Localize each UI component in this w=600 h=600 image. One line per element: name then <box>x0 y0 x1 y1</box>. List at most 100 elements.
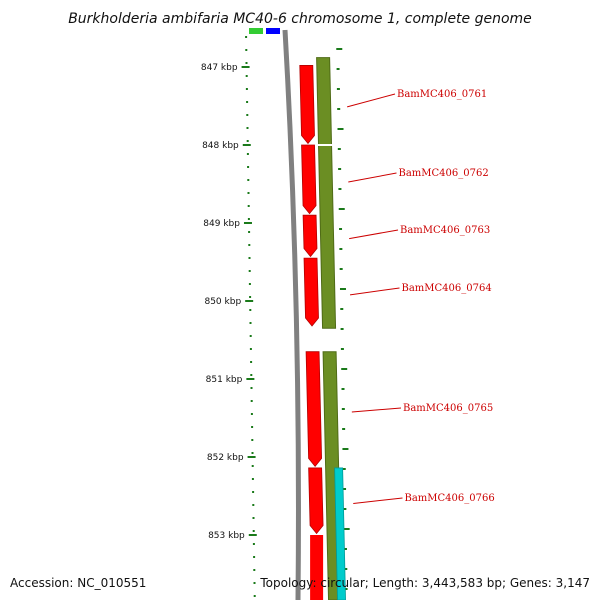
outer-tick <box>338 208 345 210</box>
scale-dot <box>253 569 256 571</box>
scale-dotted-line <box>245 36 256 597</box>
gene-leader-line <box>351 407 402 413</box>
cyan-feature <box>334 467 346 600</box>
outer-tick <box>344 568 348 570</box>
blue-feature <box>266 28 280 34</box>
outer-tick <box>337 108 341 110</box>
scale-dot <box>251 478 254 480</box>
outer-tick <box>336 88 340 90</box>
outer-tick <box>343 508 347 510</box>
scale-dot <box>251 426 254 428</box>
scale-dot <box>247 179 250 181</box>
scale-dot <box>245 62 248 64</box>
map-title: Burkholderia ambifaria MC40-6 chromosome… <box>68 11 532 27</box>
outer-tick <box>341 408 345 410</box>
gene-labels: BamMC406_0761 BamMC406_0762 BamMC406_0763 B… <box>347 89 495 505</box>
scale-dot <box>250 413 253 415</box>
outer-tick-ring <box>336 48 350 590</box>
outer-tick <box>344 588 348 590</box>
cyan-block <box>334 467 346 600</box>
scale-dot <box>245 75 248 77</box>
scale-dot <box>249 322 252 324</box>
scale-dot <box>248 244 251 246</box>
track-gap <box>312 144 339 146</box>
accession-text: Accession: NC_010551 <box>10 576 146 590</box>
scale-dot <box>246 114 249 116</box>
cds-arrow <box>301 144 317 215</box>
scale-dot <box>247 218 250 220</box>
outer-tick <box>338 188 342 190</box>
scale-labels: 847 kbp 848 kbp 849 kbp 850 kbp 851 kbp 852 k… <box>201 63 257 541</box>
scale-dot <box>252 517 255 519</box>
outer-tick <box>343 488 347 490</box>
outer-tick <box>342 428 346 430</box>
outer-tick <box>339 268 343 270</box>
scale-dot <box>249 335 252 337</box>
scale-dot <box>247 192 250 194</box>
outer-tick <box>343 528 350 530</box>
kbp-label: 851 kbp <box>206 375 243 385</box>
scale-dot <box>249 348 252 350</box>
gene-leader-line <box>347 93 396 108</box>
outer-tick <box>342 448 349 450</box>
gene-track-segment <box>316 57 337 329</box>
scale-dot <box>247 205 250 207</box>
gene-label: BamMC406_0761 <box>397 89 487 100</box>
topology-text: Topology: circular; Length: 3,443,583 bp… <box>259 576 590 590</box>
scale-dot <box>250 374 253 376</box>
cds-arrow <box>305 351 323 467</box>
scale-dot <box>250 400 253 402</box>
outer-tick <box>343 548 347 550</box>
scale-dot <box>249 296 252 298</box>
outer-tick <box>340 328 344 330</box>
cds-arrow <box>303 257 319 327</box>
green-feature <box>249 28 263 34</box>
scale-dot <box>246 101 249 103</box>
gene-label: BamMC406_0766 <box>405 493 495 504</box>
kbp-label: 848 kbp <box>202 141 239 151</box>
outer-tick <box>339 228 343 230</box>
scale-dot <box>252 504 255 506</box>
scale-dot <box>252 543 255 545</box>
cds-arrow <box>308 467 324 535</box>
kbp-tick <box>247 456 256 458</box>
outer-tick <box>342 468 346 470</box>
scale-dot <box>245 36 248 38</box>
kbp-label: 850 kbp <box>204 297 241 307</box>
gene-leader-line <box>349 229 399 240</box>
kbp-label: 849 kbp <box>203 219 240 229</box>
scale-dot <box>252 530 255 532</box>
kbp-tick <box>246 378 255 380</box>
scale-dot <box>249 309 252 311</box>
outer-tick <box>338 168 342 170</box>
outer-tick <box>340 308 344 310</box>
scale-dot <box>246 153 249 155</box>
scale-dot <box>253 556 256 558</box>
scale-dot <box>248 283 251 285</box>
outer-tick <box>337 128 344 130</box>
scale-dot <box>248 231 251 233</box>
kbp-tick <box>245 300 254 302</box>
scale-dot <box>253 595 256 597</box>
gene-leader-line <box>353 497 403 505</box>
scale-dot <box>246 127 249 129</box>
outer-tick <box>336 48 343 50</box>
gene-label: BamMC406_0764 <box>402 283 492 294</box>
kbp-label: 852 kbp <box>207 453 244 463</box>
scale-dot <box>245 88 248 90</box>
scale-dot <box>250 361 253 363</box>
scale-dot <box>253 582 256 584</box>
outer-tick <box>341 368 348 370</box>
chromosome-backbone <box>282 29 301 600</box>
kbp-tick <box>242 144 251 146</box>
scale-dot <box>248 270 251 272</box>
outer-tick <box>340 348 344 350</box>
scale-dot <box>251 439 254 441</box>
kbp-tick <box>243 222 252 224</box>
kbp-label: 847 kbp <box>201 63 238 73</box>
scale-dot <box>251 452 254 454</box>
outer-tick <box>337 148 341 150</box>
scale-dot <box>246 140 249 142</box>
cds-arrow <box>302 214 318 258</box>
kbp-tick <box>248 534 257 536</box>
